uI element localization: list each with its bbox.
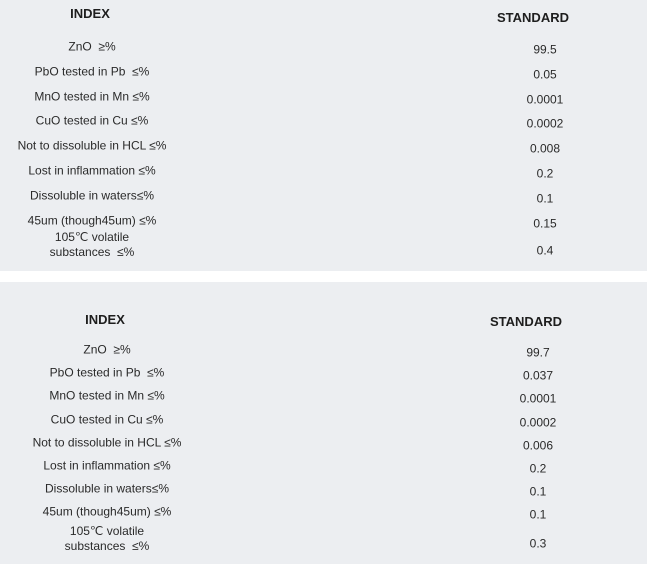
- index-cell: Dissoluble in waters≤%: [30, 188, 154, 203]
- index-cell: Lost in inflammation ≤%: [28, 163, 156, 178]
- index-cell: 45um (though45um) ≤%: [42, 504, 172, 519]
- standard-value: 0.3: [529, 536, 547, 551]
- index-header: INDEX: [70, 6, 110, 21]
- index-cell: PbO tested in Pb ≤%: [34, 64, 150, 79]
- spec-table-1: INDEX STANDARD ZnO ≥% 99.5 PbO tested in Pb …: [0, 0, 647, 271]
- standard-value: 0.0001: [519, 391, 557, 406]
- index-cell: Not to dissoluble in HCL ≤%: [32, 435, 182, 450]
- index-cell: MnO tested in Mn ≤%: [49, 388, 165, 403]
- standard-value: 0.1: [529, 484, 547, 499]
- standard-header: STANDARD: [497, 10, 569, 25]
- index-cell: PbO tested in Pb ≤%: [49, 365, 165, 380]
- standard-value: 0.0002: [526, 116, 564, 131]
- standard-value: 0.0001: [526, 92, 564, 107]
- standard-value: 0.1: [536, 191, 554, 206]
- standard-header: STANDARD: [490, 314, 562, 329]
- index-cell: Dissoluble in waters≤%: [45, 481, 169, 496]
- index-cell: MnO tested in Mn ≤%: [34, 89, 150, 104]
- standard-value: 0.2: [536, 166, 554, 181]
- index-cell: CuO tested in Cu ≤%: [50, 412, 164, 427]
- standard-value: 0.1: [529, 507, 547, 522]
- standard-value: 99.5: [533, 42, 557, 57]
- index-cell: 45um (though45um) ≤%: [27, 213, 157, 228]
- index-cell: Lost in inflammation ≤%: [43, 458, 171, 473]
- index-header: INDEX: [85, 312, 125, 327]
- standard-value: 0.0002: [519, 415, 557, 430]
- standard-value: 0.05: [533, 67, 557, 82]
- index-cell: 105℃ volatile substances ≤%: [49, 230, 135, 259]
- standard-value: 0.008: [529, 141, 561, 156]
- index-cell: CuO tested in Cu ≤%: [35, 113, 149, 128]
- standard-value: 0.2: [529, 461, 547, 476]
- standard-value: 0.15: [533, 216, 557, 231]
- standard-value: 99.7: [526, 345, 550, 360]
- index-cell: ZnO ≥%: [68, 39, 116, 54]
- index-cell: Not to dissoluble in HCL ≤%: [17, 138, 167, 153]
- spec-table-2: INDEX STANDARD ZnO ≥% 99.7 PbO tested in Pb …: [0, 282, 647, 564]
- index-cell: ZnO ≥%: [83, 342, 131, 357]
- index-cell: 105℃ volatile substances ≤%: [64, 524, 150, 553]
- standard-value: 0.037: [522, 368, 554, 383]
- standard-value: 0.4: [536, 243, 554, 258]
- standard-value: 0.006: [522, 438, 554, 453]
